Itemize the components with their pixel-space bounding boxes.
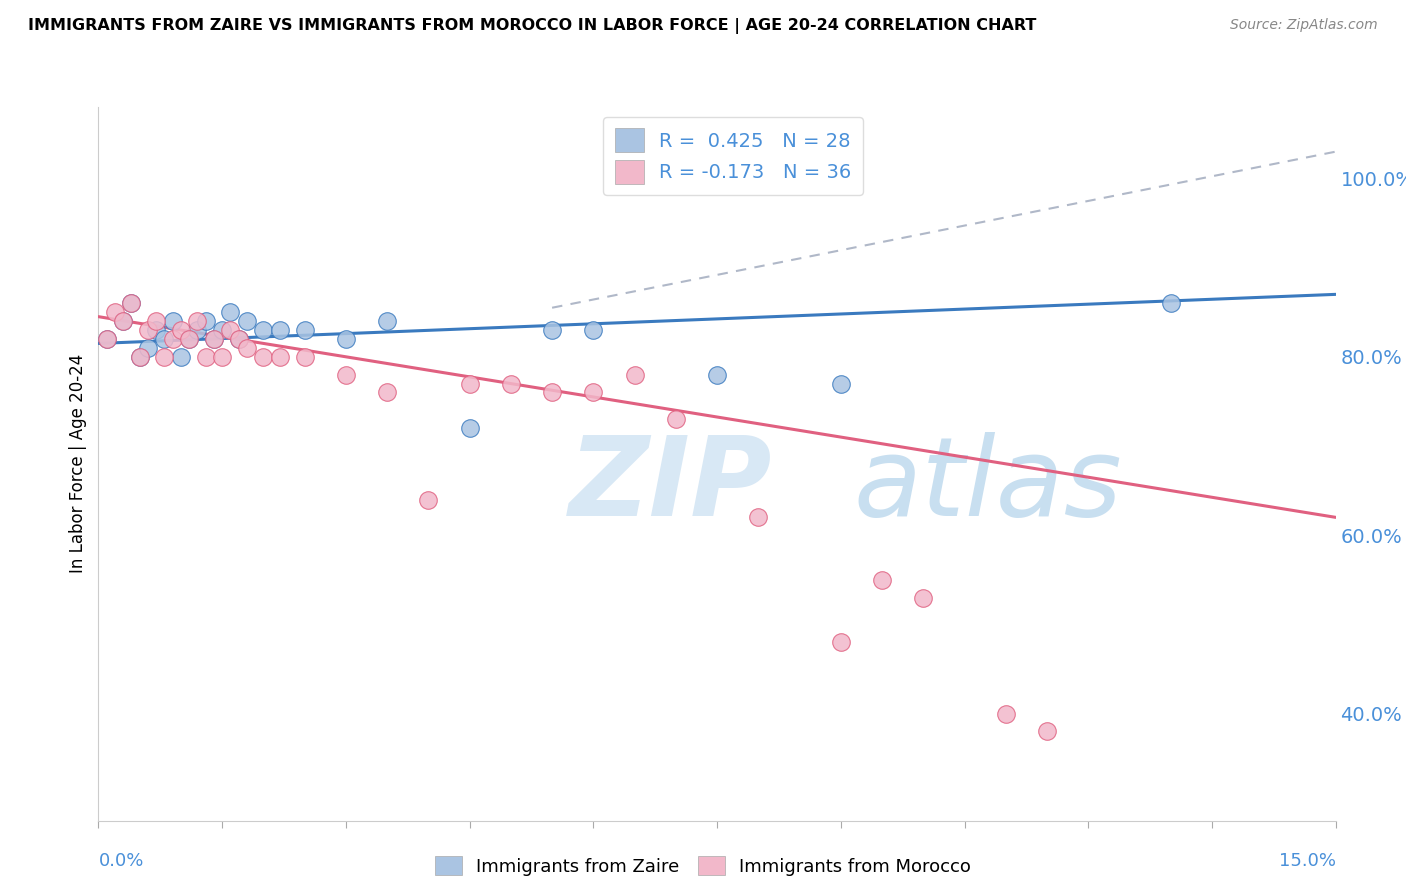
Point (747, 510, 769, 524)
Point (706, 368, 728, 382)
Point (541, 323, 564, 337)
Text: 15.0%: 15.0% (1278, 852, 1336, 870)
Point (458, 421, 481, 435)
Point (912, 591, 935, 605)
Point (219, 323, 242, 337)
Point (623, 368, 645, 382)
Point (994, 706, 1017, 721)
Point (375, 314, 398, 328)
Point (120, 296, 142, 310)
Point (186, 323, 208, 337)
Point (236, 314, 259, 328)
Point (179, 332, 201, 346)
Point (830, 635, 852, 649)
Point (211, 323, 233, 337)
Point (128, 350, 150, 364)
Point (1160, 296, 1182, 310)
Text: ZIP: ZIP (568, 432, 772, 539)
Point (96, 332, 118, 346)
Point (104, 305, 127, 319)
Point (162, 332, 184, 346)
Point (252, 350, 274, 364)
Point (112, 314, 135, 328)
Point (136, 323, 159, 337)
Point (335, 332, 357, 346)
Point (136, 341, 159, 355)
Point (145, 314, 167, 328)
Text: IMMIGRANTS FROM ZAIRE VS IMMIGRANTS FROM MOROCCO IN LABOR FORCE | AGE 20-24 CORR: IMMIGRANTS FROM ZAIRE VS IMMIGRANTS FROM… (28, 18, 1036, 34)
Point (458, 376, 481, 391)
Point (112, 314, 135, 328)
Point (269, 323, 291, 337)
Point (236, 341, 259, 355)
Point (194, 314, 217, 328)
Point (96, 332, 118, 346)
Point (499, 376, 522, 391)
Point (335, 368, 357, 382)
Point (830, 376, 852, 391)
Point (202, 332, 225, 346)
Point (153, 332, 176, 346)
Point (145, 323, 167, 337)
Point (219, 305, 242, 319)
Point (153, 350, 176, 364)
Point (541, 385, 564, 400)
Point (294, 350, 316, 364)
Point (194, 350, 217, 364)
Point (582, 385, 605, 400)
Point (211, 350, 233, 364)
Point (418, 492, 440, 507)
Text: 0.0%: 0.0% (98, 852, 143, 870)
Point (375, 385, 398, 400)
Point (120, 296, 142, 310)
Point (582, 323, 605, 337)
Point (665, 412, 688, 426)
Point (186, 314, 208, 328)
Point (202, 332, 225, 346)
Point (252, 323, 274, 337)
Point (162, 314, 184, 328)
Point (228, 332, 250, 346)
Point (269, 350, 291, 364)
Y-axis label: In Labor Force | Age 20-24: In Labor Force | Age 20-24 (69, 354, 87, 574)
Point (870, 573, 893, 587)
Text: atlas: atlas (853, 432, 1122, 539)
Point (170, 323, 193, 337)
Point (170, 350, 193, 364)
Legend: R =  0.425   N = 28, R = -0.173   N = 36: R = 0.425 N = 28, R = -0.173 N = 36 (603, 117, 863, 195)
Point (128, 350, 150, 364)
Point (294, 323, 316, 337)
Point (179, 332, 201, 346)
Text: Source: ZipAtlas.com: Source: ZipAtlas.com (1230, 18, 1378, 32)
Point (1036, 724, 1059, 739)
Legend: Immigrants from Zaire, Immigrants from Morocco: Immigrants from Zaire, Immigrants from M… (427, 849, 979, 883)
Point (228, 332, 250, 346)
